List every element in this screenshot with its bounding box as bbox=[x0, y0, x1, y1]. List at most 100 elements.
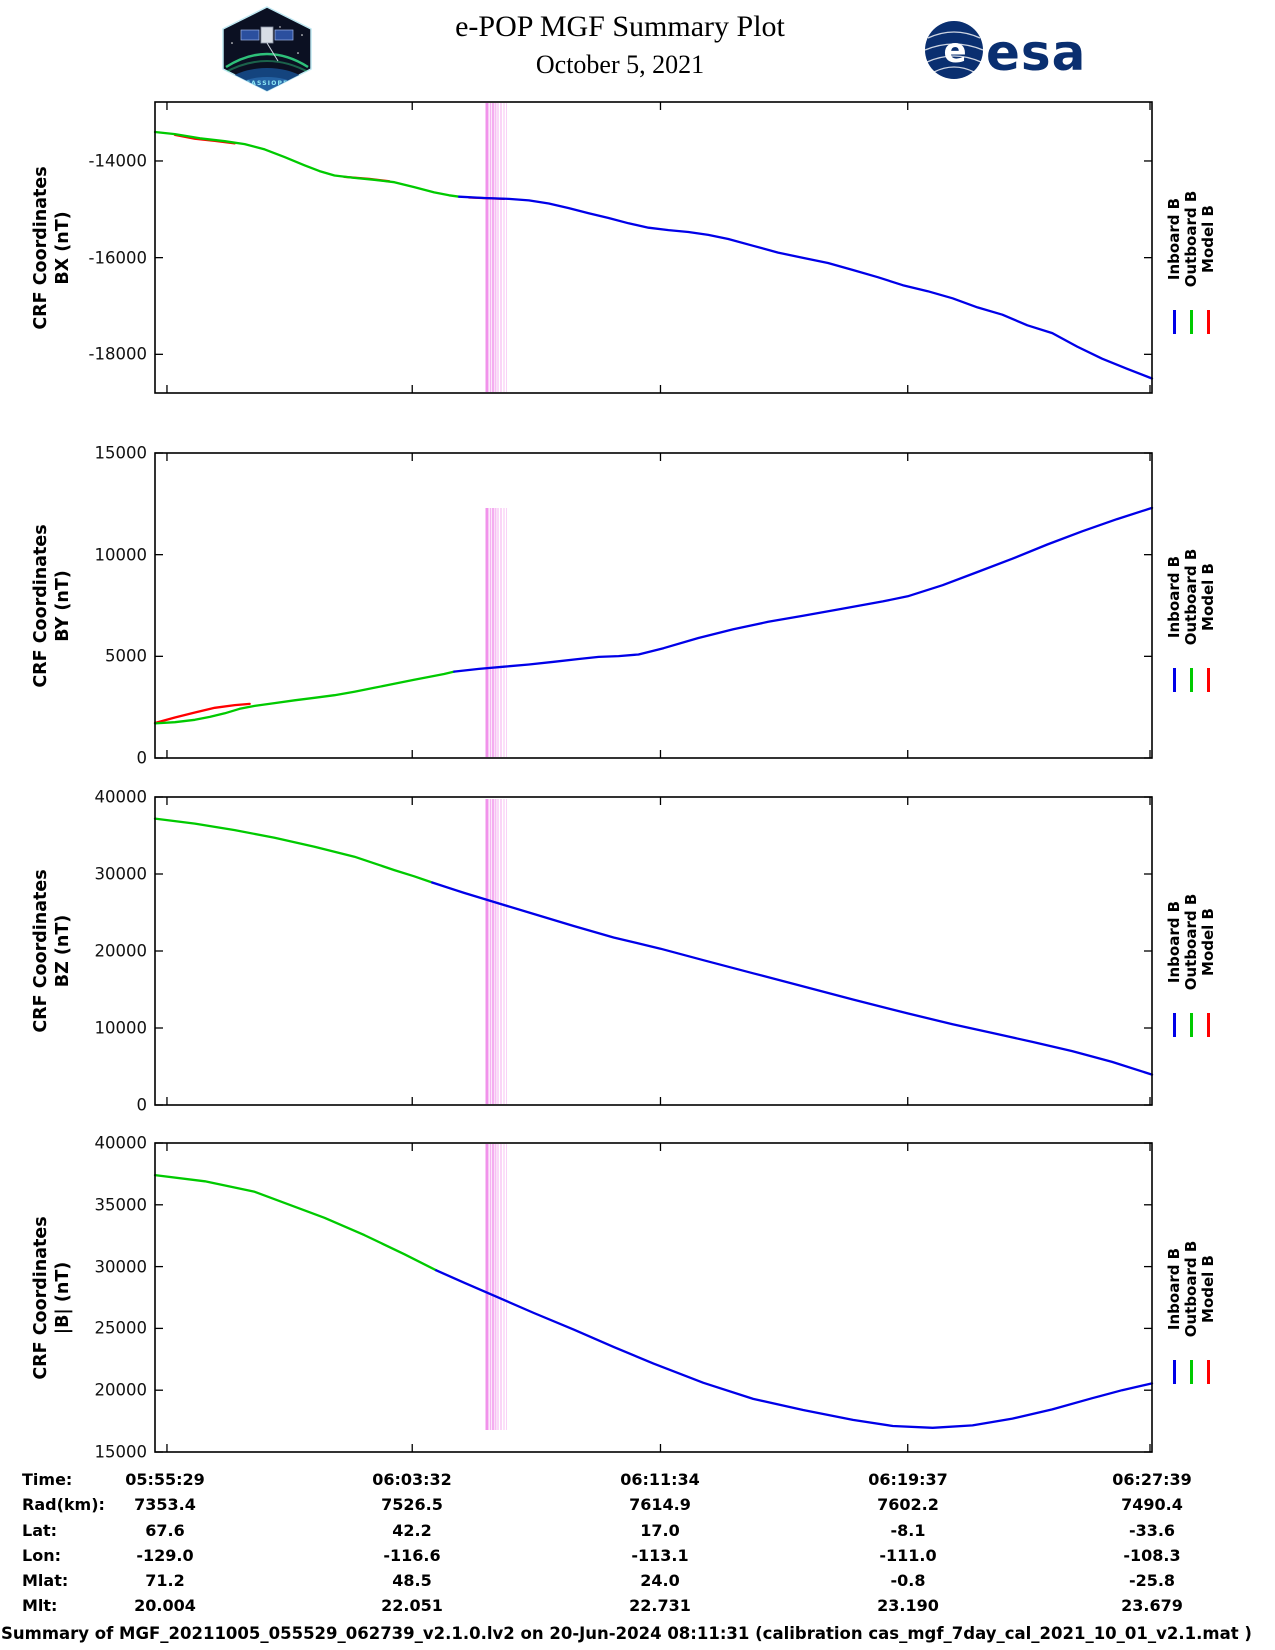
table-cell-2-1: 42.2 bbox=[392, 1521, 432, 1540]
legend-BY-outboard-b: Outboard B bbox=[1182, 548, 1200, 645]
axis-box bbox=[154, 452, 1153, 759]
table-cell-0-2: 06:11:34 bbox=[620, 1470, 700, 1489]
ytick-BX--14000: -14000 bbox=[88, 151, 147, 171]
table-cell-2-4: -33.6 bbox=[1128, 1521, 1176, 1540]
ytick-|B|-40000: 40000 bbox=[94, 1133, 148, 1153]
table-cell-3-4: -108.3 bbox=[1123, 1546, 1181, 1565]
ytick-|B|-35000: 35000 bbox=[94, 1195, 148, 1215]
esa-wordmark: esa bbox=[986, 24, 1082, 82]
ytick-BX--16000: -16000 bbox=[88, 248, 147, 268]
table-cell-0-0: 05:55:29 bbox=[125, 1470, 205, 1489]
event-marker-line bbox=[497, 1144, 499, 1430]
table-cell-5-1: 22.051 bbox=[381, 1596, 443, 1615]
ytick-BY-5000: 5000 bbox=[105, 646, 147, 666]
panel-BX-plot bbox=[153, 101, 1154, 394]
legend-BZ-model-b: Model B bbox=[1199, 908, 1217, 976]
table-row-label-mlat: Mlat: bbox=[22, 1571, 69, 1590]
table-cell-5-2: 22.731 bbox=[629, 1596, 691, 1615]
legend-swatch-model-b bbox=[1206, 1359, 1210, 1384]
table-cell-3-1: -116.6 bbox=[383, 1546, 441, 1565]
axis-box bbox=[154, 796, 1153, 1106]
ytick-BZ-30000: 30000 bbox=[94, 864, 148, 884]
legend-swatch-model-b bbox=[1206, 1013, 1210, 1037]
table-cell-4-4: -25.8 bbox=[1128, 1571, 1176, 1590]
panel-BY-plot bbox=[153, 452, 1154, 759]
table-cell-1-0: 7353.4 bbox=[134, 1495, 196, 1514]
table-cell-3-3: -111.0 bbox=[879, 1546, 937, 1565]
event-marker-line bbox=[500, 508, 502, 757]
event-marker-line bbox=[497, 103, 499, 392]
table-cell-4-3: -0.8 bbox=[890, 1571, 926, 1590]
ytick-|B|-15000: 15000 bbox=[94, 1442, 148, 1462]
event-marker-line bbox=[489, 799, 492, 1104]
page-title: e-POP MGF Summary Plot bbox=[455, 10, 785, 43]
ylabel-BZ: CRF Coordinates BZ (nT) bbox=[31, 869, 73, 1033]
event-marker-line bbox=[492, 508, 494, 757]
legend-|B|-inboard-b: Inboard B bbox=[1165, 1247, 1183, 1330]
table-cell-0-3: 06:19:37 bbox=[868, 1470, 948, 1489]
table-cell-4-0: 71.2 bbox=[145, 1571, 185, 1590]
table-cell-5-0: 20.004 bbox=[134, 1596, 196, 1615]
event-marker-line bbox=[489, 103, 492, 392]
table-cell-0-1: 06:03:32 bbox=[372, 1470, 452, 1489]
ytick-|B|-25000: 25000 bbox=[94, 1318, 148, 1338]
esa-globe bbox=[925, 21, 983, 79]
event-marker-line bbox=[492, 103, 494, 392]
legend-swatch-model-b bbox=[1206, 309, 1210, 334]
ytick-BY-10000: 10000 bbox=[94, 545, 148, 565]
event-marker-line bbox=[500, 103, 502, 392]
panel-BZ-plot bbox=[153, 796, 1154, 1106]
legend-swatch-inboard-b bbox=[1172, 1013, 1176, 1037]
ylabel-BY: CRF Coordinates BY (nT) bbox=[31, 523, 73, 688]
BX-outboard-series bbox=[153, 130, 461, 198]
event-marker-line bbox=[494, 1144, 497, 1430]
legend-BX-inboard-b: Inboard B bbox=[1165, 197, 1183, 280]
ytick-BY-0: 0 bbox=[136, 748, 148, 768]
table-row-label-mlt: Mlt: bbox=[22, 1596, 58, 1615]
event-marker-line bbox=[485, 508, 489, 757]
svg-text:e: e bbox=[943, 31, 966, 71]
event-marker-line bbox=[485, 799, 489, 1104]
event-marker-line bbox=[503, 799, 505, 1104]
event-marker-line bbox=[494, 799, 497, 1104]
legend-swatch-outboard-b bbox=[1189, 1013, 1193, 1037]
ytick-BX--18000: -18000 bbox=[88, 344, 147, 364]
ytick-|B|-20000: 20000 bbox=[94, 1380, 148, 1400]
panel-|B|-plot bbox=[153, 1142, 1154, 1453]
legend-BY-model-b: Model B bbox=[1199, 562, 1217, 631]
legend-swatch-outboard-b bbox=[1189, 667, 1193, 692]
event-marker-line bbox=[503, 1144, 505, 1430]
event-marker-line bbox=[494, 508, 497, 757]
ytick-BZ-0: 0 bbox=[136, 1095, 148, 1115]
event-marker-line bbox=[494, 103, 497, 392]
legend-swatch-inboard-b bbox=[1172, 309, 1176, 334]
table-cell-0-4: 06:27:39 bbox=[1112, 1470, 1192, 1489]
table-cell-2-3: -8.1 bbox=[890, 1521, 926, 1540]
satellite-icon bbox=[240, 26, 294, 62]
ytick-BY-15000: 15000 bbox=[94, 443, 148, 463]
esa-logo: e esa bbox=[924, 21, 1082, 82]
table-cell-5-4: 23.679 bbox=[1121, 1596, 1183, 1615]
table-cell-4-1: 48.5 bbox=[392, 1571, 432, 1590]
legend-BZ-outboard-b: Outboard B bbox=[1182, 893, 1200, 991]
|B|-inboard-series bbox=[435, 1269, 1154, 1429]
event-marker-line bbox=[485, 103, 489, 392]
BZ-outboard-series bbox=[153, 817, 434, 884]
file-summary-caption: Summary of MGF_20211005_055529_062739_v2… bbox=[1, 1624, 1252, 1643]
table-cell-2-2: 17.0 bbox=[640, 1521, 680, 1540]
table-row-label-lat: Lat: bbox=[22, 1521, 58, 1540]
patch-text: CASSIOPE bbox=[246, 80, 289, 87]
table-cell-3-2: -113.1 bbox=[631, 1546, 689, 1565]
table-cell-1-3: 7602.2 bbox=[877, 1495, 939, 1514]
axis-box bbox=[154, 1142, 1153, 1453]
legend-|B|-model-b: Model B bbox=[1199, 1254, 1217, 1323]
event-marker-line bbox=[492, 799, 494, 1104]
event-marker-line bbox=[497, 799, 499, 1104]
event-marker-line bbox=[500, 799, 502, 1104]
BY-inboard-series bbox=[452, 506, 1154, 673]
legend-swatch-model-b bbox=[1206, 667, 1210, 692]
event-marker-line bbox=[506, 508, 507, 757]
table-cell-1-4: 7490.4 bbox=[1121, 1495, 1183, 1514]
ytick-BZ-20000: 20000 bbox=[94, 941, 148, 961]
